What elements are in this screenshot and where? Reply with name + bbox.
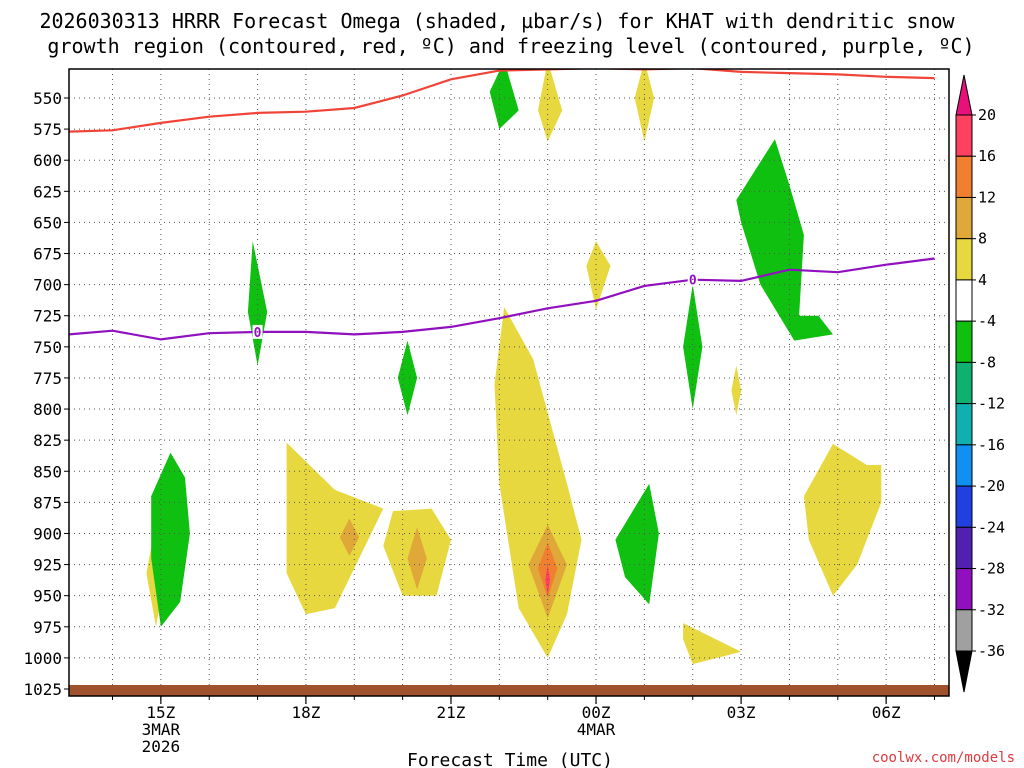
- y-tick-label-900: 900: [33, 524, 62, 543]
- y-tick-label-600: 600: [33, 151, 62, 170]
- omega-region-15: [634, 69, 655, 142]
- freezing-label-bg-1: [252, 324, 263, 339]
- omega-region-13: [489, 69, 519, 130]
- chart-title-line-2: growth region (contoured, red, ºC) and f…: [47, 34, 974, 58]
- omega-region-5: [339, 518, 360, 556]
- colorbar-swatch-11: [955, 568, 973, 611]
- omega-region-18: [683, 284, 703, 410]
- colorbar-label-12: -32: [978, 601, 1005, 619]
- freezing-label-bg-2: [687, 272, 698, 287]
- chart-title-line-1: 2026030313 HRRR Forecast Omega (shaded, …: [39, 9, 955, 33]
- colorbar-swatch-5: [955, 320, 973, 363]
- x-tick-label-18-0: 18Z: [291, 703, 320, 722]
- watermark: coolwx.com/models: [872, 750, 1015, 766]
- colorbar-top-arrow: [955, 74, 973, 116]
- colorbar-swatch-2: [955, 196, 973, 240]
- freezing-label-1: 0: [254, 326, 262, 341]
- y-axis-pressure: 550 575 600 625 650 675 700 725 750 775 800 825 850 8…: [23, 89, 69, 699]
- colorbar-swatch-9: [955, 485, 973, 528]
- y-tick-label-850: 850: [33, 462, 62, 481]
- x-tick-label-15-2: 2026: [142, 737, 181, 756]
- y-tick-label-950: 950: [33, 587, 62, 606]
- y-tick-label-725: 725: [33, 307, 62, 326]
- colorbar-swatch-10: [955, 526, 973, 570]
- colorbar-swatch-12: [955, 609, 973, 652]
- colorbar-swatch-4: [955, 279, 973, 322]
- colorbar-swatch-0: [955, 114, 973, 157]
- y-tick-label-650: 650: [33, 213, 62, 232]
- colorbar-bottom-arrow: [955, 650, 973, 693]
- omega-region-8: [397, 340, 418, 416]
- y-tick-label-625: 625: [33, 182, 62, 201]
- y-tick-label-750: 750: [33, 338, 62, 357]
- colorbar-label-1: 16: [978, 147, 996, 165]
- colorbar-label-0: 20: [978, 106, 996, 124]
- colorbar-swatch-8: [955, 444, 973, 487]
- ground-strip: [69, 685, 949, 696]
- omega-shaded-regions: [146, 69, 882, 665]
- omega-region-20: [731, 365, 742, 416]
- colorbar-label-6: -8: [978, 353, 996, 371]
- freezing-level-line: [69, 257, 935, 341]
- y-tick-label-775: 775: [33, 369, 62, 388]
- colorbar-swatch-1: [955, 155, 973, 198]
- colorbar-label-4: 4: [978, 271, 987, 289]
- contour-lines: 00: [69, 69, 935, 341]
- x-axis-label: Forecast Time (UTC): [407, 750, 613, 768]
- omega-region-7: [407, 527, 427, 590]
- omega-region-14: [538, 69, 563, 142]
- y-tick-label-1025: 1025: [23, 680, 62, 699]
- dotted-grid: [69, 69, 949, 696]
- colorbar-label-8: -16: [978, 436, 1005, 454]
- plot-frame: [68, 68, 950, 697]
- omega-region-22: [803, 443, 882, 596]
- y-tick-label-1000: 1000: [23, 649, 62, 668]
- y-tick-label-925: 925: [33, 556, 62, 575]
- omega-region-12: [545, 564, 551, 596]
- omega-region-16: [586, 241, 611, 310]
- omega-region-4: [286, 442, 384, 615]
- y-tick-label-700: 700: [33, 276, 62, 295]
- colorbar-label-2: 12: [978, 188, 996, 206]
- x-tick-label-15-1: 3MAR: [142, 720, 181, 739]
- y-tick-label-800: 800: [33, 400, 62, 419]
- x-tick-label-24-0: 00Z: [582, 703, 611, 722]
- y-tick-label-550: 550: [33, 89, 62, 108]
- x-tick-label-21-0: 21Z: [437, 703, 466, 722]
- y-tick-label-575: 575: [33, 120, 62, 139]
- colorbar-label-7: -12: [978, 395, 1005, 413]
- colorbar-label-13: -36: [978, 642, 1005, 660]
- freezing-label-2: 0: [689, 274, 697, 289]
- colorbar-swatch-3: [955, 238, 973, 281]
- y-tick-label-825: 825: [33, 431, 62, 450]
- colorbar-label-5: -4: [978, 312, 996, 330]
- y-tick-label-875: 875: [33, 493, 62, 512]
- colorbar-label-3: 8: [978, 230, 987, 248]
- colorbar: 20 16 12 8 4 -4 -8 -12 -16 -20 -24 -28 -32 -36: [955, 74, 1005, 693]
- colorbar-label-9: -20: [978, 477, 1005, 495]
- dendritic-growth-line: [69, 69, 935, 133]
- x-tick-label-27-0: 03Z: [727, 703, 756, 722]
- x-tick-label-24-1: 4MAR: [577, 720, 616, 739]
- y-tick-label-675: 675: [33, 245, 62, 264]
- colorbar-label-10: -24: [978, 518, 1005, 536]
- omega-region-21: [736, 139, 833, 341]
- colorbar-swatch-7: [955, 403, 973, 446]
- y-tick-label-975: 975: [33, 618, 62, 637]
- colorbar-label-11: -28: [978, 560, 1005, 578]
- omega-region-17: [615, 483, 659, 605]
- omega-region-2: [151, 452, 190, 627]
- colorbar-swatch-6: [955, 361, 973, 405]
- x-tick-label-15-0: 15Z: [146, 703, 175, 722]
- omega-region-19: [683, 623, 742, 665]
- x-tick-label-30-0: 06Z: [872, 703, 901, 722]
